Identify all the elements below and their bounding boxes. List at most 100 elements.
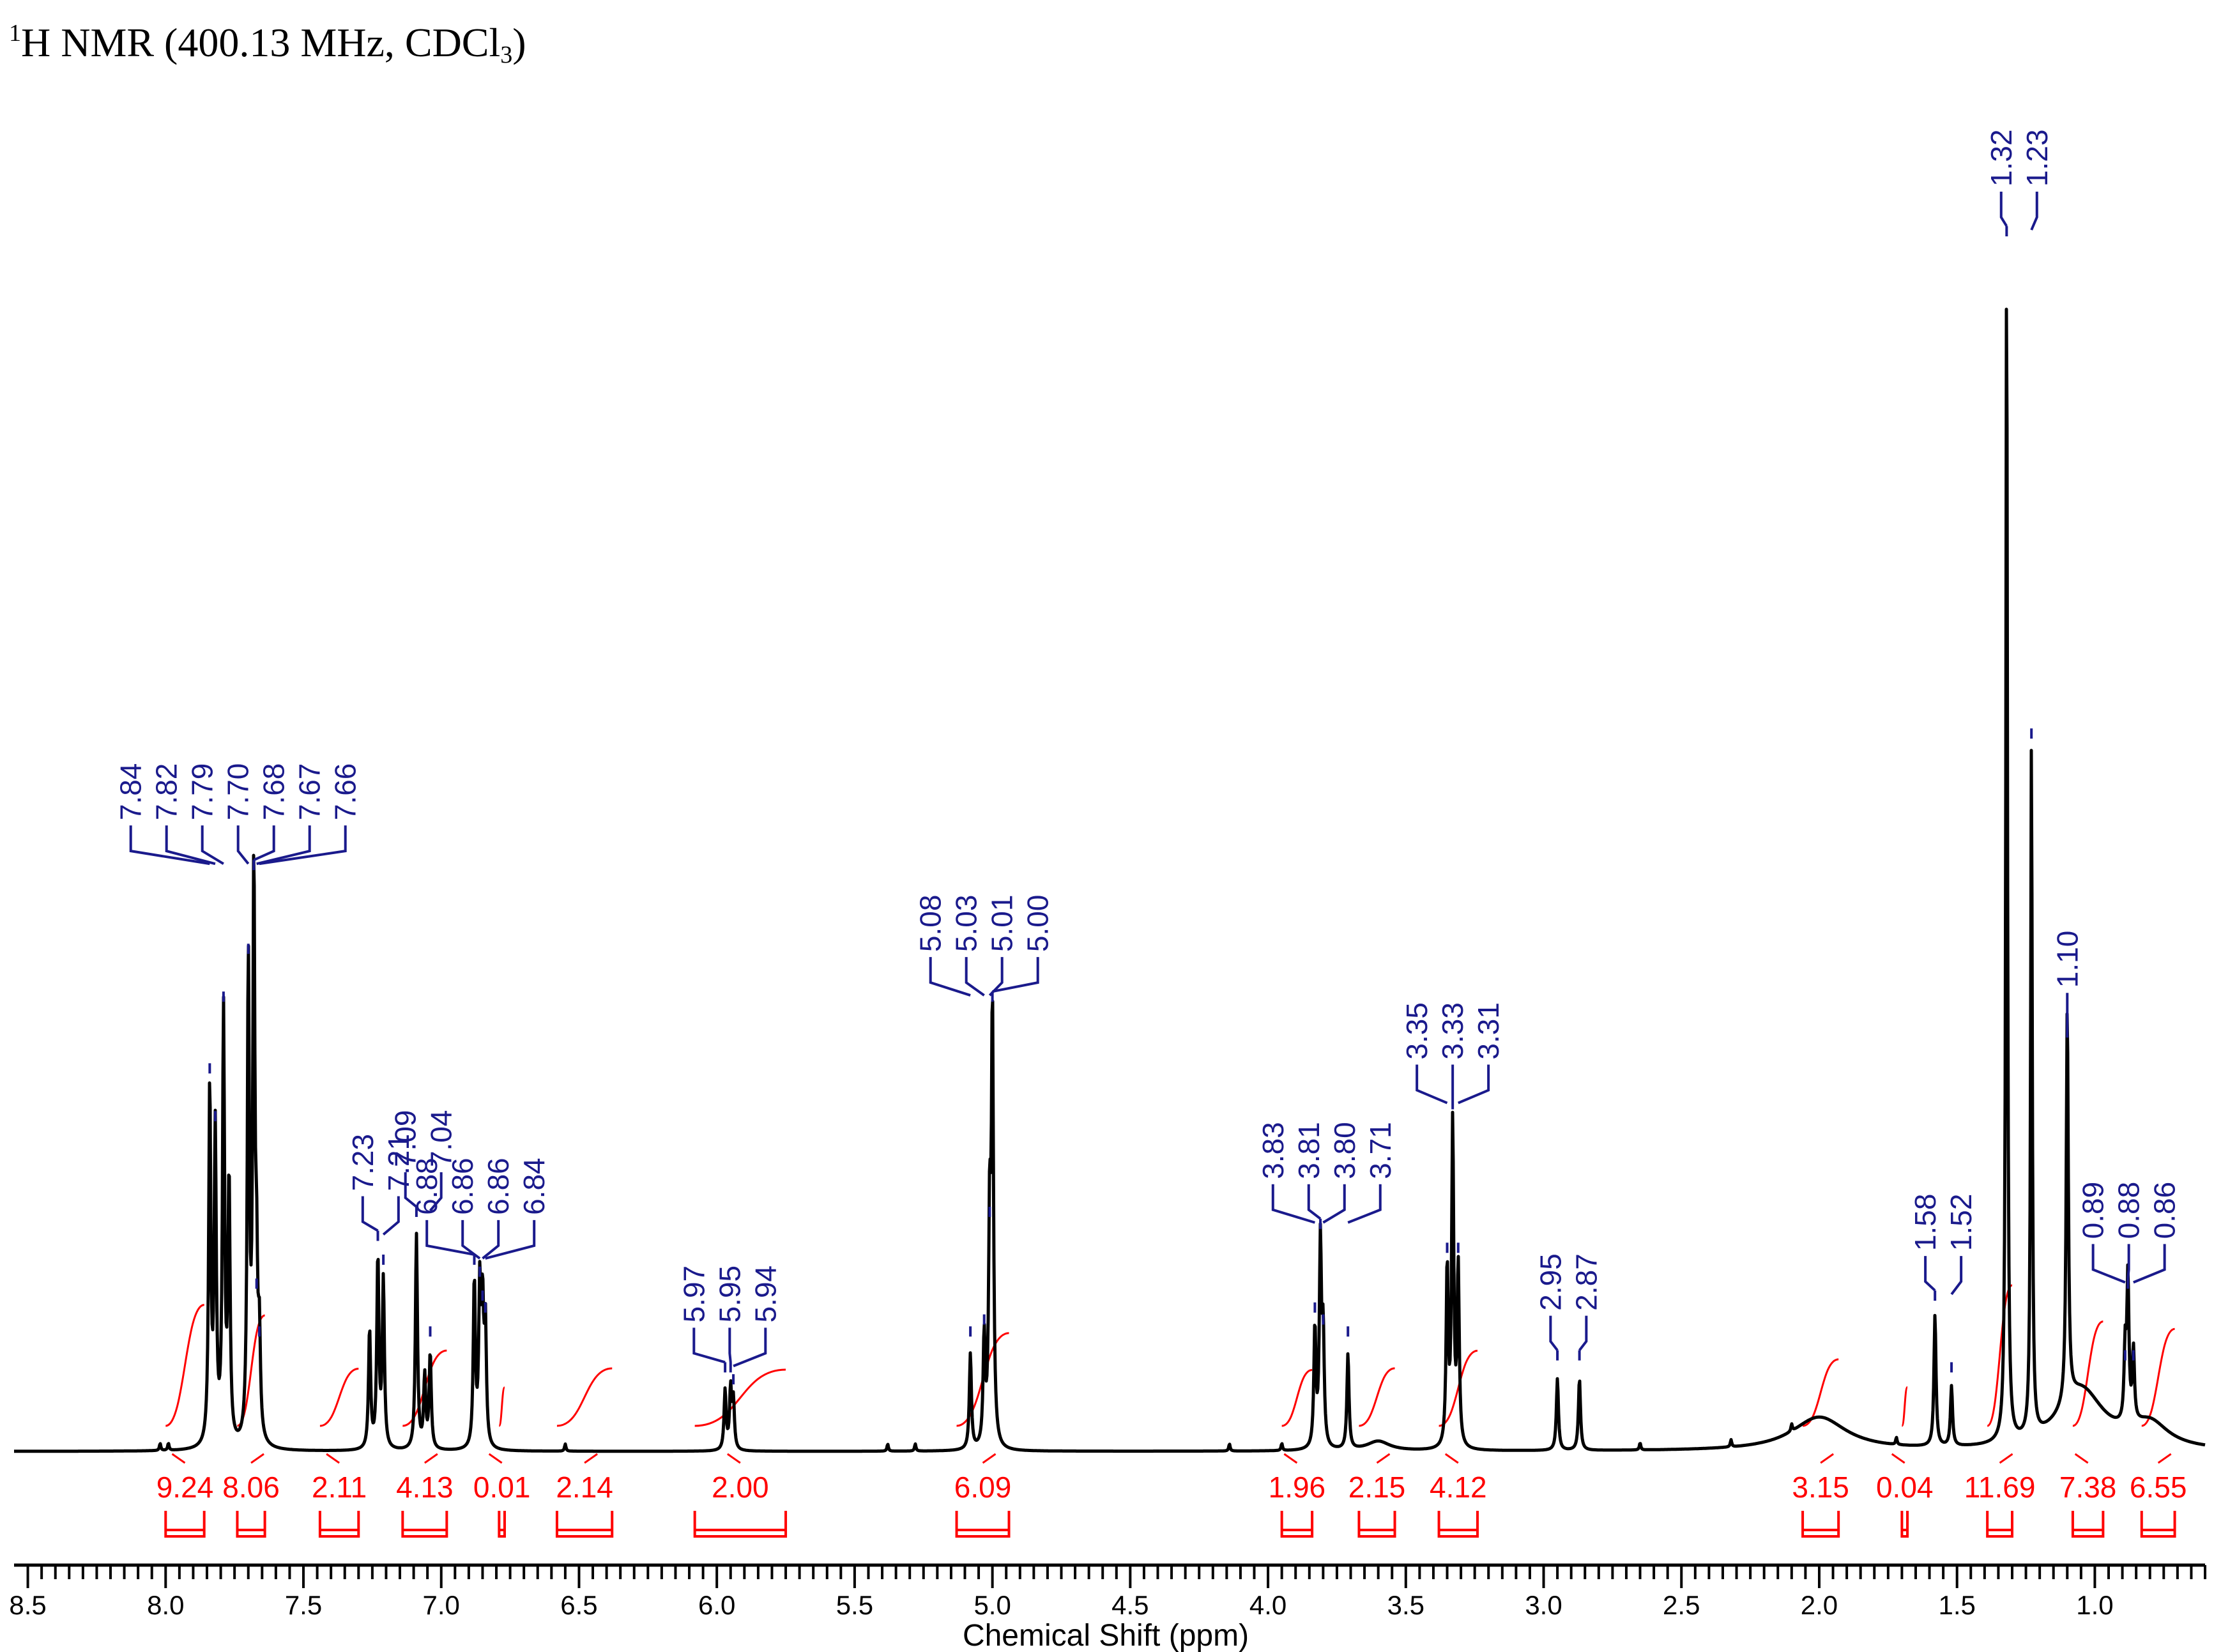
- peak-label-leader: [965, 957, 986, 1325]
- integral-label: 0.01: [473, 1471, 531, 1504]
- peak-label-leader: [728, 1327, 732, 1373]
- peak-label: 7.09: [389, 1110, 422, 1168]
- peak-label: 7.79: [186, 763, 219, 821]
- x-tick-label: 4.0: [1249, 1590, 1286, 1620]
- peak-label: 3.80: [1328, 1122, 1361, 1179]
- integral-label: 8.06: [222, 1471, 280, 1504]
- integral-leader: [1891, 1453, 1905, 1464]
- chart-title-main: H NMR (400.13 MHz, CDCl: [21, 20, 500, 65]
- integral-curve: [2141, 1327, 2176, 1427]
- peak-label-leader: [382, 1196, 400, 1265]
- integral-leader: [584, 1453, 598, 1464]
- integral-curve: [1281, 1369, 1313, 1427]
- integral-leader: [2074, 1453, 2089, 1464]
- integral-bracket: [164, 1511, 206, 1538]
- peak-label: 7.66: [329, 763, 362, 821]
- integral-leader: [326, 1453, 340, 1464]
- peak-label: 6.86: [482, 1158, 515, 1215]
- chart-title-superscript: 1: [9, 20, 21, 47]
- integral-leader: [171, 1453, 186, 1464]
- peak-label: 6.86: [446, 1158, 479, 1215]
- integral-marks: 9.24 8.06 2.11 4.13 0.01 2.14 2.00 6.09 1.96 2.15…: [157, 1453, 2187, 1538]
- x-tick-label: 1.0: [2076, 1590, 2113, 1620]
- integral-label: 6.55: [2130, 1471, 2187, 1504]
- peak-label: 5.00: [1021, 895, 1055, 952]
- integral-curve: [1802, 1358, 1839, 1427]
- peak-label-leader: [2030, 192, 2038, 739]
- integral-label: 2.11: [312, 1471, 367, 1504]
- peak-label-leader: [404, 1172, 418, 1218]
- peak-label: 3.71: [1364, 1122, 1397, 1179]
- integral-leader: [982, 1453, 996, 1464]
- peak-label: 3.81: [1292, 1122, 1325, 1179]
- integral-label: 7.38: [2059, 1471, 2117, 1504]
- integral-curves: [165, 1284, 2176, 1427]
- x-axis-title: Chemical Shift (ppm): [963, 1619, 1249, 1652]
- integral-curve: [319, 1367, 359, 1427]
- integral-leader: [1376, 1453, 1391, 1464]
- peak-label: 1.10: [2050, 931, 2084, 988]
- integral-bracket: [318, 1511, 360, 1538]
- peak-label: 5.01: [986, 895, 1019, 952]
- peak-label-leader: [1307, 1184, 1322, 1229]
- chart-title-tail: ): [512, 20, 526, 65]
- integral-curve: [556, 1367, 613, 1427]
- integral-bracket: [236, 1511, 266, 1538]
- peak-label: 5.95: [713, 1266, 746, 1323]
- peak-label: 2.87: [1569, 1253, 1603, 1311]
- peak-label-leader: [425, 1220, 476, 1265]
- integral-label: 9.24: [157, 1471, 214, 1504]
- integral-curve: [165, 1304, 205, 1427]
- x-tick-label: 2.5: [1663, 1590, 1700, 1620]
- peak-label: 7.21: [382, 1134, 415, 1191]
- integral-label: 2.15: [1348, 1471, 1406, 1504]
- peak-label-leader: [991, 957, 1039, 1002]
- integral-leader: [1283, 1453, 1298, 1464]
- x-axis: 8.5 8.0 7.5 7.0 6.5 6.0 5.5 5.0 4.5 4.0 3.5 3.0 2.5 2…: [9, 1563, 2206, 1620]
- chart-title: 1H NMR (400.13 MHz, CDCl3): [9, 20, 526, 68]
- spectrum-line: [13, 307, 2206, 1453]
- integral-leader: [488, 1453, 503, 1464]
- integral-bracket: [1280, 1511, 1314, 1538]
- integral-bracket: [1900, 1511, 1909, 1538]
- integral-label: 11.69: [1964, 1471, 2036, 1504]
- peak-label: 7.23: [346, 1134, 379, 1191]
- peak-label-leader: [1322, 1184, 1346, 1325]
- integral-leader: [250, 1453, 264, 1464]
- peak-label-leader: [2091, 1244, 2126, 1361]
- x-tick-label: 8.0: [147, 1590, 184, 1620]
- integral-leader: [2157, 1453, 2172, 1464]
- peak-label-leader: [461, 1220, 482, 1277]
- peak-label: 0.88: [2112, 1182, 2146, 1239]
- integral-bracket: [401, 1511, 448, 1538]
- integral-curve: [1359, 1367, 1395, 1427]
- integral-bracket: [1357, 1511, 1396, 1538]
- integral-bracket: [555, 1511, 614, 1538]
- x-tick-label: 7.5: [285, 1590, 322, 1620]
- integral-bracket: [498, 1511, 506, 1538]
- peak-label: 6.88: [410, 1158, 443, 1215]
- integral-leader: [1444, 1453, 1459, 1464]
- integral-label: 1.96: [1269, 1471, 1326, 1504]
- peak-label: 7.70: [222, 763, 255, 821]
- peak-label: 6.84: [517, 1158, 551, 1215]
- x-tick-label: 1.5: [1939, 1590, 1976, 1620]
- peak-label-leader: [1999, 192, 2008, 236]
- peak-label: 7.04: [425, 1110, 458, 1168]
- integral-curve: [694, 1368, 786, 1427]
- x-tick-label: 8.5: [9, 1590, 46, 1620]
- peak-label-leader: [1456, 1064, 1490, 1253]
- peak-label: 5.94: [749, 1266, 782, 1323]
- chart-title-subscript: 3: [500, 42, 512, 68]
- integral-leader: [726, 1453, 741, 1464]
- integral-curve: [1900, 1386, 1909, 1427]
- peak-label: 3.31: [1472, 1002, 1505, 1060]
- integral-label: 0.04: [1876, 1471, 1934, 1504]
- x-tick-label: 7.0: [423, 1590, 460, 1620]
- peak-label: 7.82: [150, 763, 183, 821]
- peak-label-leader: [2132, 1244, 2166, 1361]
- integral-label: 2.00: [712, 1471, 769, 1504]
- peak-label-leader: [481, 1220, 500, 1301]
- x-tick-label: 6.5: [560, 1590, 597, 1620]
